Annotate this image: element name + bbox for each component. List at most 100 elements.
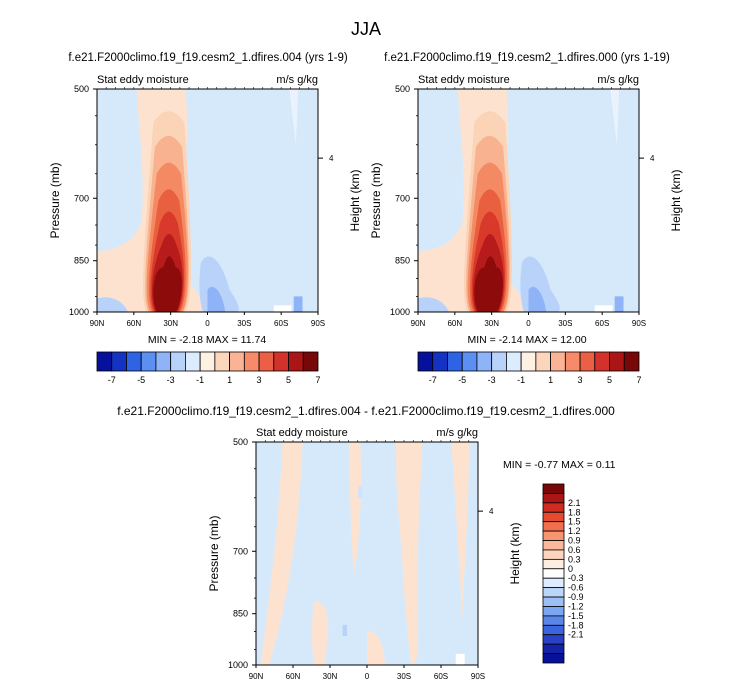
stats-text: MIN = bbox=[467, 334, 498, 346]
colorbar-swatch bbox=[623, 351, 640, 372]
x-tick-label: 30N bbox=[484, 319, 499, 328]
y-tick-label: 700 bbox=[395, 193, 410, 203]
colorbar-label: 7 bbox=[315, 375, 320, 385]
units-label: m/s g/kg bbox=[597, 74, 639, 86]
colorbar-swatch bbox=[140, 351, 157, 372]
colorbar-swatch bbox=[243, 351, 260, 372]
colorbar-label: -5 bbox=[137, 375, 145, 385]
units-label: m/s g/kg bbox=[436, 427, 478, 439]
colorbar-swatch bbox=[609, 351, 625, 372]
blue-region bbox=[358, 486, 363, 498]
x-tick-label: 60S bbox=[434, 672, 448, 681]
panel-title: f.e21.F2000climo.f19_f19.cesm2_1.dfires.… bbox=[384, 52, 670, 64]
colorbar-label: -0.3 bbox=[568, 573, 584, 583]
x-tick-label: 90N bbox=[90, 319, 105, 328]
terrain-mask bbox=[594, 305, 613, 312]
colorbar-swatch bbox=[126, 351, 142, 372]
blue-region bbox=[293, 296, 303, 312]
colorbar-swatch bbox=[542, 577, 565, 589]
x-tick-label: 60S bbox=[595, 319, 609, 328]
warm-region bbox=[349, 442, 361, 576]
colorbar-label: 5 bbox=[286, 375, 291, 385]
y-tick-label: 850 bbox=[233, 609, 248, 619]
colorbar-swatch bbox=[417, 351, 434, 372]
x-tick-label: 90N bbox=[411, 319, 426, 328]
x-tick-label: 0 bbox=[526, 319, 531, 328]
colorbar-label: 1 bbox=[548, 375, 553, 385]
y-tick-label: 1000 bbox=[228, 660, 248, 670]
stats-text: MIN = bbox=[148, 334, 179, 346]
stats-text: MAX = bbox=[561, 459, 596, 471]
x-tick-label: 30N bbox=[323, 672, 338, 681]
max-value: 11.74 bbox=[241, 334, 267, 346]
y-axis-label: Pressure (mb) bbox=[369, 162, 383, 238]
warm-region bbox=[395, 442, 423, 665]
colorbar-label: -1.2 bbox=[568, 601, 584, 611]
min-value: -2.18 bbox=[179, 334, 203, 346]
colorbar-swatch bbox=[229, 351, 245, 372]
panel-title: f.e21.F2000climo.f19_f19.cesm2_1.dfires.… bbox=[117, 404, 615, 418]
y-tick-label: 700 bbox=[74, 193, 89, 203]
blue-region bbox=[614, 296, 624, 312]
colorbar-swatch bbox=[542, 530, 565, 541]
red-contour bbox=[474, 256, 503, 312]
colorbar-swatch bbox=[111, 351, 127, 372]
chart-panel-3: 500 700 850 1000 4 90N 60N 30N 0 30S 60S 90S Pressur… bbox=[117, 404, 615, 681]
blue-region bbox=[342, 624, 348, 637]
colorbar-label: 2.1 bbox=[568, 498, 581, 508]
colorbar-label: 1.5 bbox=[568, 517, 581, 527]
x-tick-label: 30S bbox=[397, 672, 411, 681]
x-tick-label: 0 bbox=[205, 319, 210, 328]
colorbar-swatch bbox=[542, 493, 565, 504]
colorbar-swatch bbox=[505, 351, 522, 372]
colorbar-label: 0 bbox=[568, 564, 573, 574]
colorbar-label: 1.2 bbox=[568, 526, 581, 536]
y-tick-label: 500 bbox=[74, 84, 89, 94]
colorbar-swatch bbox=[155, 351, 172, 372]
colorbar-swatch bbox=[447, 351, 463, 372]
variable-label: Stat eddy moisture bbox=[418, 74, 510, 86]
colorbar-swatch bbox=[491, 351, 507, 372]
red-contour bbox=[153, 256, 182, 312]
x-tick-label: 30S bbox=[558, 319, 572, 328]
y-tick-label: 1000 bbox=[69, 307, 89, 317]
right-tick-label: 4 bbox=[650, 154, 655, 163]
colorbar-swatch bbox=[542, 615, 565, 626]
colorbar-swatch bbox=[542, 606, 565, 617]
colorbar-label: -1.5 bbox=[568, 611, 584, 621]
colorbar-swatch bbox=[542, 568, 565, 579]
colorbar-swatch bbox=[542, 521, 565, 532]
colorbar-label: 0.6 bbox=[568, 545, 581, 555]
page-title: JJA bbox=[351, 19, 381, 39]
colorbar-swatch bbox=[542, 596, 565, 607]
y-axis-label-right: Height (km) bbox=[669, 169, 683, 231]
colorbar-swatch bbox=[258, 351, 275, 372]
colorbar-swatch bbox=[288, 351, 304, 372]
colorbar-swatch bbox=[542, 540, 565, 551]
colorbar-swatch bbox=[542, 653, 565, 664]
colorbar-label: -5 bbox=[458, 375, 466, 385]
colorbar-swatch bbox=[542, 624, 565, 636]
min-value: -2.14 bbox=[499, 334, 523, 346]
colorbar-swatch bbox=[273, 351, 289, 372]
x-tick-label: 90N bbox=[249, 672, 264, 681]
colorbar-swatch bbox=[579, 351, 596, 372]
colorbar-label: 5 bbox=[607, 375, 612, 385]
x-tick-label: 60S bbox=[274, 319, 288, 328]
y-tick-label: 1000 bbox=[390, 307, 410, 317]
colorbar-swatch bbox=[542, 549, 565, 560]
colorbar-label: 0.9 bbox=[568, 536, 581, 546]
x-tick-label: 90S bbox=[471, 672, 485, 681]
colorbar-label: 3 bbox=[257, 375, 262, 385]
max-value: 12.00 bbox=[560, 334, 586, 346]
colorbar-swatch bbox=[184, 351, 201, 372]
chart-panel-1: 500 700 850 1000 4 90N 60N 30N 0 30S 60S 90S Pressur… bbox=[48, 52, 362, 346]
min-value: -0.77 bbox=[534, 459, 558, 471]
colorbar-swatch bbox=[96, 351, 113, 372]
x-tick-label: 0 bbox=[365, 672, 370, 681]
blue-region bbox=[418, 297, 449, 312]
x-tick-label: 60N bbox=[447, 319, 462, 328]
colorbar-label: 3 bbox=[578, 375, 583, 385]
stats-text: MIN = bbox=[503, 459, 534, 471]
